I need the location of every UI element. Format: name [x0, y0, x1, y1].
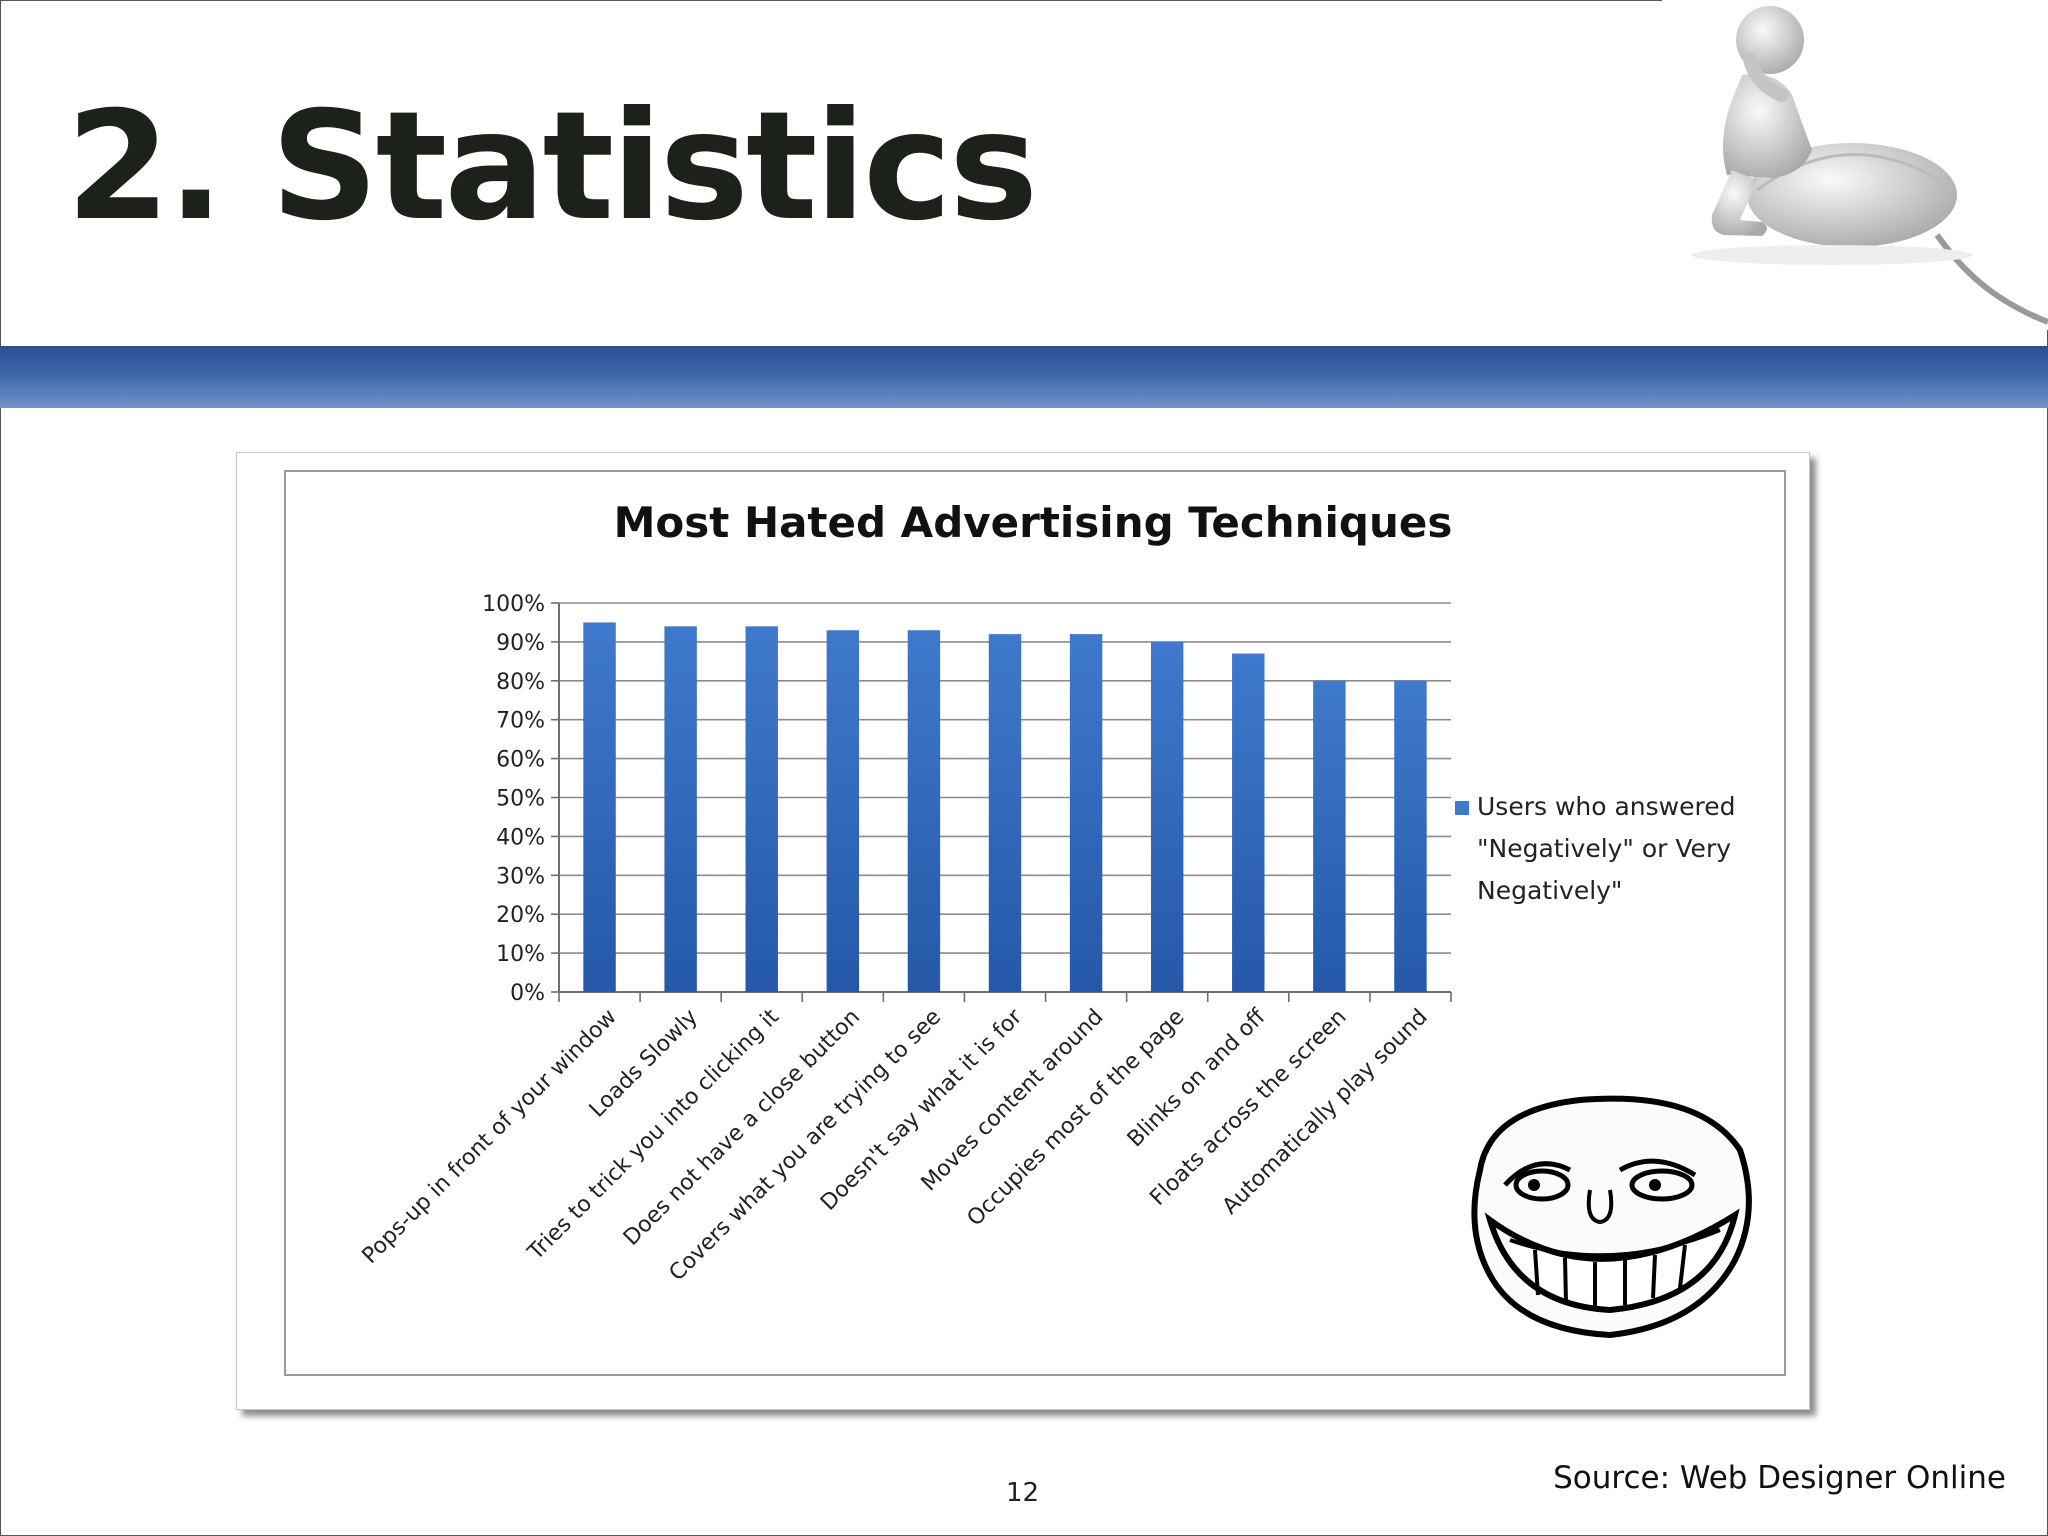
- chart-card: Most Hated Advertising Techniques 0% 10% 20…: [236, 452, 1810, 1410]
- y-tick-label: 100%: [482, 592, 545, 617]
- bar: [988, 634, 1022, 992]
- bar-chart: Most Hated Advertising Techniques 0% 10% 20…: [284, 470, 1786, 1376]
- y-tick-label: 30%: [496, 864, 545, 889]
- page-number: 12: [1006, 1478, 1040, 1508]
- legend-label: Users who answered "Negatively" or Very Ne…: [1477, 792, 1735, 905]
- y-tick-label: 10%: [496, 942, 545, 967]
- y-tick-label: 50%: [496, 787, 545, 812]
- trollface-image: [1471, 1095, 1752, 1339]
- y-tick-label: 60%: [496, 748, 545, 773]
- thinking-figure-image: [1662, 0, 2048, 330]
- x-tick-label: Pops-up in front of your window: [358, 1005, 622, 1269]
- chart-inner-border: [284, 470, 1786, 1376]
- bar: [1150, 641, 1184, 992]
- bar: [745, 626, 778, 992]
- header-band: [0, 346, 2048, 408]
- y-tick-label: 0%: [510, 981, 545, 1006]
- bar: [664, 626, 697, 992]
- chart-title: Most Hated Advertising Techniques: [614, 498, 1453, 547]
- legend-swatch: [1455, 801, 1469, 815]
- y-tick-label: 80%: [496, 670, 545, 695]
- bar: [1394, 680, 1427, 992]
- bar: [826, 630, 860, 992]
- source-credit: Source: Web Designer Online: [1553, 1460, 2006, 1496]
- x-tick-label: Blinks on and off: [1123, 1004, 1271, 1152]
- slide-title: 2. Statistics: [66, 80, 1038, 254]
- bar: [1069, 634, 1103, 992]
- y-tick-label: 90%: [496, 631, 545, 656]
- bar: [907, 630, 941, 992]
- bar: [1232, 653, 1265, 992]
- y-tick-label: 40%: [496, 825, 545, 850]
- y-tick-label: 70%: [496, 709, 545, 734]
- bar: [583, 622, 616, 992]
- y-tick-label: 20%: [496, 903, 545, 928]
- bar: [1313, 680, 1346, 992]
